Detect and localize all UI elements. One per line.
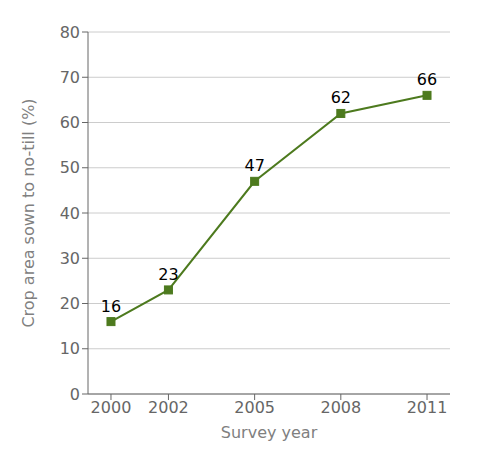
svg-text:2000: 2000	[91, 398, 132, 417]
svg-text:60: 60	[60, 113, 80, 132]
svg-text:62: 62	[331, 88, 351, 107]
svg-text:70: 70	[60, 68, 80, 87]
svg-text:47: 47	[244, 156, 264, 175]
svg-text:2005: 2005	[234, 398, 275, 417]
svg-text:80: 80	[60, 23, 80, 42]
svg-text:2002: 2002	[148, 398, 189, 417]
svg-text:16: 16	[101, 297, 121, 316]
svg-text:2011: 2011	[407, 398, 448, 417]
svg-text:20: 20	[60, 294, 80, 313]
svg-text:0: 0	[70, 385, 80, 404]
svg-text:10: 10	[60, 339, 80, 358]
svg-text:2008: 2008	[320, 398, 361, 417]
svg-text:23: 23	[158, 265, 178, 284]
svg-text:30: 30	[60, 249, 80, 268]
svg-text:40: 40	[60, 204, 80, 223]
svg-text:Crop area sown to no-till (%): Crop area sown to no-till (%)	[19, 98, 38, 327]
svg-text:Survey year: Survey year	[221, 423, 318, 442]
svg-text:66: 66	[417, 70, 437, 89]
svg-text:50: 50	[60, 158, 80, 177]
